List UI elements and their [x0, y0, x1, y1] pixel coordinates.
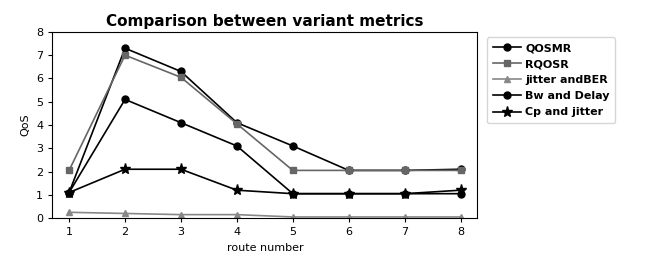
- Line: Cp and jitter: Cp and jitter: [63, 164, 466, 199]
- QOSMR: [289, 144, 297, 148]
- QOSMR: [345, 169, 353, 172]
- Legend: QOSMR, RQOSR, jitter andBER, Bw and Delay, Cp and jitter: QOSMR, RQOSR, jitter andBER, Bw and Dela…: [487, 38, 615, 123]
- Bw and Delay: [345, 192, 353, 195]
- RQOSR: [65, 169, 73, 172]
- RQOSR: [456, 169, 464, 172]
- Cp and jitter: [121, 168, 129, 171]
- Line: QOSMR: QOSMR: [65, 45, 464, 196]
- Cp and jitter: [233, 189, 241, 192]
- Bw and Delay: [289, 192, 297, 195]
- QOSMR: [121, 47, 129, 50]
- Cp and jitter: [456, 189, 464, 192]
- QOSMR: [65, 191, 73, 194]
- Line: jitter andBER: jitter andBER: [65, 209, 464, 221]
- RQOSR: [177, 76, 185, 79]
- Bw and Delay: [65, 191, 73, 194]
- Cp and jitter: [401, 192, 409, 195]
- Cp and jitter: [65, 191, 73, 194]
- Cp and jitter: [177, 168, 185, 171]
- RQOSR: [121, 54, 129, 57]
- QOSMR: [233, 121, 241, 124]
- QOSMR: [456, 168, 464, 171]
- RQOSR: [401, 169, 409, 172]
- QOSMR: [177, 70, 185, 73]
- jitter andBER: [401, 215, 409, 219]
- Bw and Delay: [121, 98, 129, 101]
- Bw and Delay: [177, 121, 185, 124]
- Title: Comparison between variant metrics: Comparison between variant metrics: [106, 14, 424, 29]
- Bw and Delay: [456, 192, 464, 195]
- Bw and Delay: [401, 192, 409, 195]
- jitter andBER: [456, 215, 464, 219]
- QOSMR: [401, 169, 409, 172]
- Y-axis label: QoS: QoS: [21, 114, 31, 136]
- RQOSR: [345, 169, 353, 172]
- jitter andBER: [177, 213, 185, 216]
- RQOSR: [233, 122, 241, 126]
- RQOSR: [289, 169, 297, 172]
- Line: Bw and Delay: Bw and Delay: [65, 96, 464, 197]
- jitter andBER: [289, 215, 297, 219]
- Cp and jitter: [289, 192, 297, 195]
- Line: RQOSR: RQOSR: [65, 52, 464, 174]
- X-axis label: route number: route number: [226, 243, 303, 253]
- jitter andBER: [345, 215, 353, 219]
- Cp and jitter: [345, 192, 353, 195]
- jitter andBER: [233, 213, 241, 216]
- Bw and Delay: [233, 144, 241, 148]
- jitter andBER: [65, 211, 73, 214]
- jitter andBER: [121, 212, 129, 215]
